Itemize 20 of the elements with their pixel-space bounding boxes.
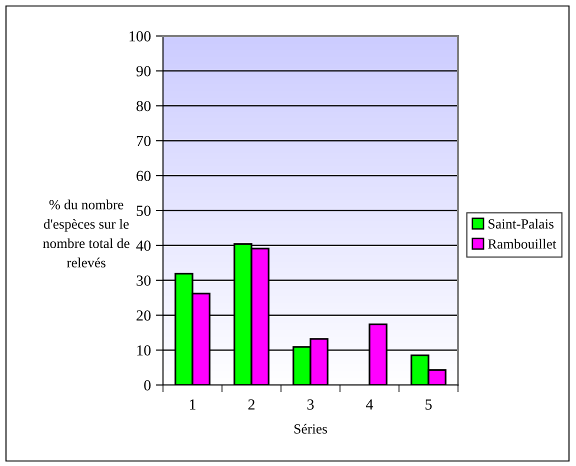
y-tick-label: 30 xyxy=(136,275,151,286)
y-tick-label: 50 xyxy=(136,206,151,216)
x-tick-label: 5 xyxy=(426,399,432,410)
y-tick-label: 40 xyxy=(136,240,151,251)
x-tick-label: 3 xyxy=(307,399,314,410)
y-tick-label: 80 xyxy=(136,100,151,112)
y-tick-label: 60 xyxy=(136,170,151,182)
y-tick-label: 70 xyxy=(136,136,151,146)
y-tick-label: 100 xyxy=(130,31,151,42)
y-tick-label: 20 xyxy=(136,310,151,321)
legend-label: Rambouillet xyxy=(488,238,556,249)
legend-label: Saint-Palais xyxy=(488,218,554,229)
x-tick-label: 1 xyxy=(190,399,196,410)
y-tick-label: 10 xyxy=(137,345,151,356)
x-tick-label: 4 xyxy=(366,399,374,410)
y-tick-label: 0 xyxy=(144,380,151,390)
y-tick-label: 90 xyxy=(136,66,151,76)
x-axis-title: Séries xyxy=(294,424,327,434)
x-tick-label: 2 xyxy=(248,399,254,410)
y-axis-title: % du nombre d'espèces sur le nombre total de relevés xyxy=(43,200,130,268)
